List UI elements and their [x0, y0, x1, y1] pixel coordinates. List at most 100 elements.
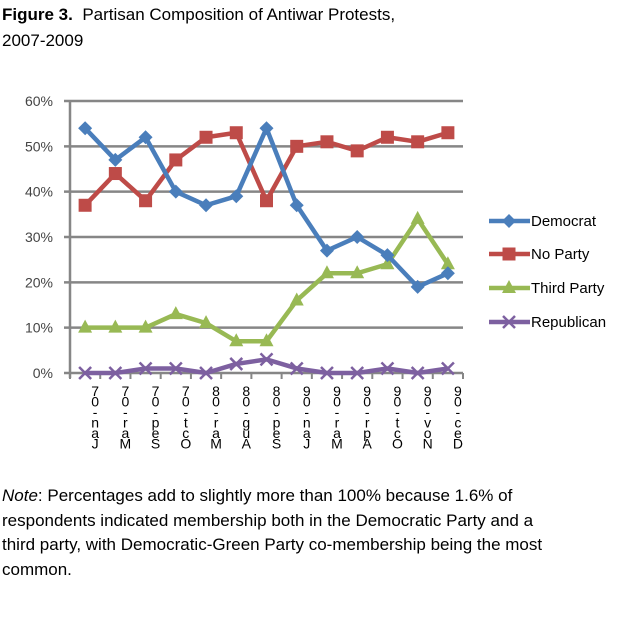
legend-label: No Party — [531, 246, 590, 263]
y-axis: 0% 10% 20% 30% 40% 50% 60% — [25, 93, 72, 381]
x-marker-stroke — [380, 361, 395, 376]
legend-item-democrat: Democrat — [489, 213, 597, 230]
data-point-republican — [441, 361, 455, 376]
x-marker-stroke — [289, 361, 304, 376]
legend-label: Republican — [531, 314, 606, 331]
legend-item-third-party: Third Party — [489, 280, 605, 297]
legend-label: Third Party — [531, 280, 605, 297]
data-point-third-party — [380, 256, 395, 270]
x-tick-label: 8 0 -r a M — [210, 383, 222, 452]
y-tick-label: 20% — [25, 274, 53, 290]
data-point-no-party — [108, 167, 122, 181]
data-point-democrat — [350, 230, 365, 244]
x-marker-stroke — [259, 352, 274, 367]
legend-marker — [502, 247, 516, 261]
data-point-third-party — [410, 210, 425, 224]
data-point-third-party — [108, 319, 123, 333]
x-marker-stroke — [229, 357, 244, 371]
data-point-democrat — [199, 198, 214, 213]
data-point-republican — [320, 366, 334, 380]
x-tick-label-text: 8 0 -p e S — [272, 383, 281, 452]
data-point-third-party — [289, 292, 304, 306]
data-point-republican — [229, 357, 244, 371]
x-tick-label: 9 0 -v o N — [423, 383, 433, 452]
data-point-democrat — [440, 266, 455, 281]
y-tick-label: 40% — [25, 184, 53, 200]
figure-title: Figure 3. Partisan Composition of Antiwa… — [2, 2, 602, 54]
series-line-democrat — [83, 125, 449, 290]
data-point-no-party — [380, 130, 394, 144]
x-tick-label: 7 0 -p e S — [151, 383, 160, 452]
data-point-third-party — [259, 333, 274, 347]
x-marker-stroke — [502, 315, 516, 329]
legend: Democrat No Party Third Party Republican — [489, 213, 606, 331]
data-point-no-party — [199, 130, 213, 144]
x-marker-stroke — [168, 361, 183, 376]
data-point-republican — [259, 352, 274, 367]
data-point-no-party — [350, 144, 364, 158]
data-point-no-party — [78, 198, 92, 212]
data-point-third-party — [229, 333, 244, 347]
x-tick-label: 7 0 -n a J — [91, 383, 99, 452]
figure-number: Figure 3. — [2, 5, 73, 24]
x-tick-label: 9 0 -r a M — [331, 383, 343, 452]
data-point-third-party — [440, 256, 455, 270]
x-marker-stroke — [199, 366, 213, 380]
data-point-no-party — [260, 194, 273, 208]
x-tick-label: 9 0 -n a J — [303, 383, 311, 452]
y-tick-label: 60% — [25, 93, 53, 109]
figure-title-text: Partisan Composition of Antiwar Protests… — [82, 5, 396, 24]
x-marker-stroke — [138, 361, 153, 376]
line-chart: 0%10%20%30%40%50%60% 7 0 -n a J7 0 -r a M7 0 -p e S7… — [25, 93, 606, 452]
data-point-republican — [168, 361, 183, 376]
legend-label: Democrat — [531, 213, 597, 230]
data-point-no-party — [411, 135, 425, 149]
data-point-third-party — [138, 319, 153, 333]
data-point-no-party — [169, 153, 183, 167]
data-point-democrat — [229, 189, 244, 204]
data-point-democrat — [108, 152, 123, 167]
x-tick-label-text: 7 0 -p e S — [151, 383, 160, 452]
legend-marker — [502, 280, 516, 293]
data-point-third-party — [78, 319, 93, 333]
x-tick-label: 8 0 -p e S — [272, 383, 281, 452]
note-text: : Percentages add to slightly more than … — [2, 486, 543, 579]
data-point-democrat — [410, 279, 425, 294]
data-point-democrat — [319, 243, 334, 258]
y-tick-label: 50% — [25, 138, 53, 154]
series-line-republican — [85, 357, 449, 376]
figure-title-years: 2007-2009 — [2, 31, 84, 50]
x-tick-label-text: 7 0 -n a J — [91, 383, 99, 452]
data-point-no-party — [441, 126, 455, 140]
data-point-democrat — [168, 184, 183, 199]
x-tick-label: 9 0 -r p A — [363, 383, 373, 452]
note-label: Note — [2, 486, 38, 505]
data-point-democrat — [380, 248, 395, 263]
x-marker-stroke — [108, 366, 123, 380]
series-no-party — [78, 126, 455, 212]
series — [78, 121, 455, 380]
x-tick-label-text: 9 0 -r a M — [331, 383, 343, 452]
data-point-no-party — [320, 135, 334, 149]
data-point-republican — [410, 366, 425, 380]
x-marker-stroke — [320, 366, 334, 380]
data-point-democrat — [138, 130, 153, 145]
series-third-party — [78, 210, 455, 347]
data-point-no-party — [229, 126, 243, 140]
x-tick-label-text: 9 0 -v o N — [423, 383, 433, 452]
data-point-republican — [108, 366, 123, 380]
data-point-republican — [350, 366, 365, 380]
x-tick-label-text: 9 0 -r p A — [363, 383, 373, 452]
x-marker-stroke — [410, 366, 425, 380]
x-tick-label-text: 9 0 -t c O — [392, 383, 403, 452]
y-tick-label: 10% — [25, 320, 53, 336]
x-tick-label-text: 8 0 -r a M — [210, 383, 222, 452]
legend-marker — [502, 315, 516, 329]
data-point-third-party — [319, 265, 334, 279]
data-point-republican — [289, 361, 304, 376]
x-marker-stroke — [78, 366, 92, 380]
x-tick-label: 9 0 -t c O — [392, 383, 403, 452]
y-tick-label: 0% — [33, 365, 53, 381]
data-point-republican — [199, 366, 213, 380]
legend-item-no-party: No Party — [489, 246, 590, 263]
